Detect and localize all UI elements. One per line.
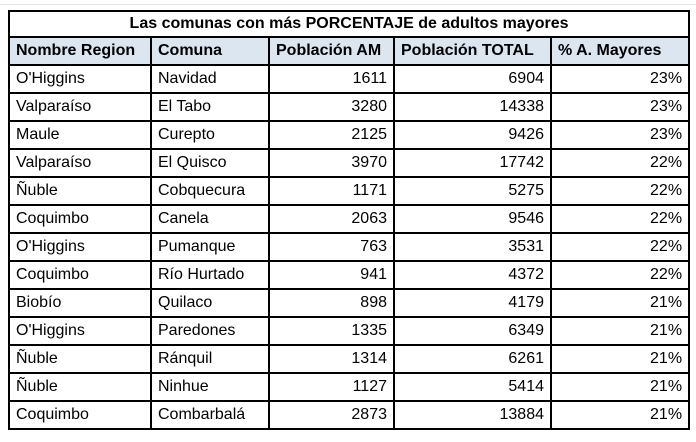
cell-comuna[interactable]: Cobquecura xyxy=(150,176,270,206)
cell-comuna[interactable]: Ninhue xyxy=(150,372,270,402)
cell-pct-a-mayores[interactable]: 23% xyxy=(549,120,691,150)
cell-region[interactable]: Biobío xyxy=(8,288,152,318)
header-cell-poblacion-am[interactable]: Población AM xyxy=(268,36,395,66)
table-row: Valparaíso El Quisco 3970 17742 22% xyxy=(8,148,691,178)
cell-poblacion-total[interactable]: 9546 xyxy=(393,204,552,234)
cell-poblacion-am[interactable]: 1171 xyxy=(268,176,395,206)
cell-region[interactable]: Ñuble xyxy=(8,372,152,402)
cell-poblacion-total[interactable]: 6261 xyxy=(393,344,552,374)
cell-poblacion-total[interactable]: 9426 xyxy=(393,120,552,150)
cell-pct-a-mayores[interactable]: 21% xyxy=(549,288,691,318)
cell-comuna[interactable]: Río Hurtado xyxy=(150,260,270,290)
cell-poblacion-am[interactable]: 1335 xyxy=(268,316,395,346)
cell-pct-a-mayores[interactable]: 22% xyxy=(549,232,691,262)
cell-poblacion-am[interactable]: 763 xyxy=(268,232,395,262)
cell-poblacion-am[interactable]: 941 xyxy=(268,260,395,290)
cell-comuna[interactable]: Curepto xyxy=(150,120,270,150)
cell-pct-a-mayores[interactable]: 21% xyxy=(549,400,691,430)
cell-poblacion-total[interactable]: 6904 xyxy=(393,64,552,94)
table-body: O'Higgins Navidad 1611 6904 23% Valparaíso El … xyxy=(8,64,691,430)
cell-pct-a-mayores[interactable]: 22% xyxy=(549,148,691,178)
cell-poblacion-total[interactable]: 13884 xyxy=(393,400,552,430)
table-row: Biobío Quilaco 898 4179 21% xyxy=(8,288,691,318)
cell-comuna[interactable]: Quilaco xyxy=(150,288,270,318)
table-row: Ñuble Cobquecura 1171 5275 22% xyxy=(8,176,691,206)
header-cell-region[interactable]: Nombre Region xyxy=(8,36,152,66)
cell-region[interactable]: Ñuble xyxy=(8,344,152,374)
cell-region[interactable]: Coquimbo xyxy=(8,204,152,234)
cell-poblacion-am[interactable]: 2125 xyxy=(268,120,395,150)
cell-region[interactable]: Coquimbo xyxy=(8,260,152,290)
table-row: Maule Curepto 2125 9426 23% xyxy=(8,120,691,150)
cell-poblacion-am[interactable]: 1127 xyxy=(268,372,395,402)
table-row: Ñuble Ninhue 1127 5414 21% xyxy=(8,372,691,402)
cell-pct-a-mayores[interactable]: 22% xyxy=(549,176,691,206)
cell-region[interactable]: O'Higgins xyxy=(8,316,152,346)
cell-pct-a-mayores[interactable]: 21% xyxy=(549,344,691,374)
cell-comuna[interactable]: El Tabo xyxy=(150,92,270,122)
header-cell-poblacion-total[interactable]: Población TOTAL xyxy=(393,36,552,66)
cell-pct-a-mayores[interactable]: 22% xyxy=(549,260,691,290)
cell-region[interactable]: Ñuble xyxy=(8,176,152,206)
table-row: O'Higgins Paredones 1335 6349 21% xyxy=(8,316,691,346)
cell-region[interactable]: Maule xyxy=(8,120,152,150)
table-row: O'Higgins Navidad 1611 6904 23% xyxy=(8,64,691,94)
table-row: Coquimbo Río Hurtado 941 4372 22% xyxy=(8,260,691,290)
cell-poblacion-total[interactable]: 4372 xyxy=(393,260,552,290)
cell-poblacion-am[interactable]: 1314 xyxy=(268,344,395,374)
cell-poblacion-am[interactable]: 898 xyxy=(268,288,395,318)
table-row: Ñuble Ránquil 1314 6261 21% xyxy=(8,344,691,374)
table-row: Valparaíso El Tabo 3280 14338 23% xyxy=(8,92,691,122)
cell-poblacion-total[interactable]: 5275 xyxy=(393,176,552,206)
cell-poblacion-total[interactable]: 17742 xyxy=(393,148,552,178)
cell-pct-a-mayores[interactable]: 22% xyxy=(549,204,691,234)
cell-poblacion-am[interactable]: 1611 xyxy=(268,64,395,94)
cell-region[interactable]: Coquimbo xyxy=(8,400,152,430)
title-row: Las comunas con más PORCENTAJE de adulto… xyxy=(7,10,691,38)
cell-region[interactable]: Valparaíso xyxy=(8,148,152,178)
cell-comuna[interactable]: Navidad xyxy=(150,64,270,94)
cell-poblacion-am[interactable]: 3970 xyxy=(268,148,395,178)
cell-pct-a-mayores[interactable]: 21% xyxy=(549,372,691,402)
sheet-gridline xyxy=(0,4,696,5)
cell-pct-a-mayores[interactable]: 23% xyxy=(549,64,691,94)
cell-poblacion-total[interactable]: 5414 xyxy=(393,372,552,402)
cell-poblacion-am[interactable]: 2873 xyxy=(268,400,395,430)
cell-poblacion-total[interactable]: 6349 xyxy=(393,316,552,346)
cell-comuna[interactable]: Paredones xyxy=(150,316,270,346)
comunas-table: Las comunas con más PORCENTAJE de adulto… xyxy=(7,10,691,430)
cell-comuna[interactable]: Ránquil xyxy=(150,344,270,374)
table-title: Las comunas con más PORCENTAJE de adulto… xyxy=(7,10,691,38)
cell-comuna[interactable]: Combarbalá xyxy=(150,400,270,430)
cell-comuna[interactable]: El Quisco xyxy=(150,148,270,178)
table-row: Coquimbo Canela 2063 9546 22% xyxy=(8,204,691,234)
cell-poblacion-total[interactable]: 4179 xyxy=(393,288,552,318)
header-cell-comuna[interactable]: Comuna xyxy=(150,36,270,66)
cell-poblacion-am[interactable]: 3280 xyxy=(268,92,395,122)
cell-pct-a-mayores[interactable]: 21% xyxy=(549,316,691,346)
cell-poblacion-am[interactable]: 2063 xyxy=(268,204,395,234)
cell-poblacion-total[interactable]: 14338 xyxy=(393,92,552,122)
cell-poblacion-total[interactable]: 3531 xyxy=(393,232,552,262)
cell-comuna[interactable]: Pumanque xyxy=(150,232,270,262)
cell-region[interactable]: Valparaíso xyxy=(8,92,152,122)
table-row: O'Higgins Pumanque 763 3531 22% xyxy=(8,232,691,262)
header-row: Nombre Region Comuna Población AM Población… xyxy=(8,36,691,66)
table-row: Coquimbo Combarbalá 2873 13884 21% xyxy=(8,400,691,430)
cell-region[interactable]: O'Higgins xyxy=(8,64,152,94)
cell-pct-a-mayores[interactable]: 23% xyxy=(549,92,691,122)
header-cell-pct-a-mayores[interactable]: % A. Mayores xyxy=(549,36,691,66)
cell-region[interactable]: O'Higgins xyxy=(8,232,152,262)
cell-comuna[interactable]: Canela xyxy=(150,204,270,234)
